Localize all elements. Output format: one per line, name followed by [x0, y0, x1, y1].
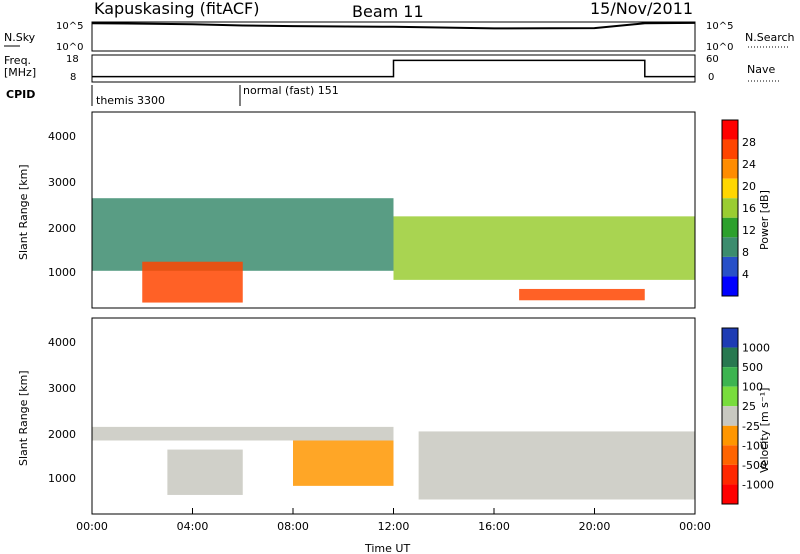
colorbar-swatch — [722, 120, 738, 140]
heatmap-band — [142, 261, 243, 303]
x-tick-label: 20:00 — [579, 520, 611, 533]
heatmap-band — [393, 216, 695, 280]
velocity-ylabel: Slant Range [km] — [17, 370, 30, 466]
heatmap-band — [167, 449, 243, 495]
nsky-label: N.Sky — [4, 31, 36, 44]
colorbar-swatch — [722, 445, 738, 465]
colorbar-swatch — [722, 464, 738, 485]
colorbar-swatch — [722, 406, 738, 426]
colorbar-tick: 500 — [742, 361, 763, 374]
x-axis-label: Time UT — [364, 542, 410, 554]
nsky-line — [91, 21, 696, 30]
colorbar-swatch — [722, 386, 738, 407]
freq-series — [92, 59, 695, 78]
velocity-colorbar: 1000 500 100 25 -25 -100 -500 -1000 — [721, 327, 774, 505]
velocity-ytick-1000: 1000 — [48, 472, 76, 485]
date-title: 15/Nov/2011 — [590, 0, 693, 18]
heatmap-band — [519, 288, 645, 301]
colorbar-swatch — [722, 217, 738, 238]
colorbar-tick: 4 — [742, 268, 749, 281]
colorbar-swatch — [722, 276, 738, 296]
colorbar-tick: -100 — [742, 439, 767, 452]
power-colorbar-label: Power [dB] — [758, 190, 771, 250]
velocity-ytick-3000: 3000 — [48, 382, 76, 395]
colorbar-tick: 20 — [742, 180, 756, 193]
colorbar-frame — [721, 119, 739, 297]
colorbar-swatch — [722, 425, 738, 446]
nsky-strip-frame — [91, 21, 696, 52]
freq-label: Freq. — [4, 54, 31, 67]
colorbar-tick: -1000 — [742, 478, 774, 491]
colorbar-swatch — [722, 484, 738, 504]
beam-title: Beam 11 — [352, 2, 424, 21]
colorbar-swatch — [722, 328, 738, 348]
colorbar-tick: 28 — [742, 136, 756, 149]
cpid-mode-2: normal (fast) 151 — [243, 84, 339, 97]
freq-strip-frame — [91, 54, 696, 83]
colorbar-swatch — [722, 198, 738, 218]
colorbar-tick: -500 — [742, 459, 767, 472]
cpid-label: CPID — [6, 88, 35, 101]
colorbar-swatch — [722, 347, 738, 368]
x-axis-ticks: 00:00 04:00 08:00 12:00 16:00 20:00 00:00 — [76, 508, 711, 533]
velocity-ytick-2000: 2000 — [48, 428, 76, 441]
nave-tick-bottom: 0 — [708, 72, 714, 83]
velocity-data — [92, 426, 695, 500]
colorbar-swatch — [722, 139, 738, 160]
colorbar-tick: -25 — [742, 420, 760, 433]
velocity-colorbar-label: Velocity [m s⁻¹] — [758, 388, 771, 473]
colorbar-tick: 12 — [742, 224, 756, 237]
freq-unit-label: [MHz] — [4, 66, 36, 79]
freq-tick-top: 18 — [66, 54, 79, 65]
colorbar-tick: 25 — [742, 400, 756, 413]
colorbar-tick: 100 — [742, 381, 763, 394]
x-tick-label: 08:00 — [277, 520, 309, 533]
colorbar-swatch — [722, 237, 738, 257]
x-tick-label: 12:00 — [378, 520, 410, 533]
colorbar-swatch — [722, 256, 738, 277]
power-colorbar: 28 24 20 16 12 8 4 — [721, 119, 756, 297]
colorbar-swatch — [722, 159, 738, 179]
colorbar-tick: 1000 — [742, 342, 770, 355]
power-ytick-4000: 4000 — [48, 130, 76, 143]
power-data — [92, 198, 695, 303]
nsearch-tick-bottom: 10^0 — [706, 42, 733, 53]
colorbar-swatch — [722, 178, 738, 199]
colorbar-frame — [721, 327, 739, 505]
freq-tick-bottom: 8 — [70, 72, 76, 83]
station-title: Kapuskasing (fitACF) — [94, 0, 259, 18]
power-ylabel: Slant Range [km] — [17, 164, 30, 260]
x-tick-label: 16:00 — [478, 520, 510, 533]
nsearch-tick-top: 10^5 — [706, 21, 733, 32]
nsky-tick-top: 10^5 — [56, 21, 83, 32]
power-ytick-3000: 3000 — [48, 176, 76, 189]
colorbar-tick: 16 — [742, 202, 756, 215]
cpid-mode-1: themis 3300 — [96, 94, 165, 107]
x-tick-label: 00:00 — [76, 520, 108, 533]
nave-label: Nave — [747, 63, 775, 76]
heatmap-band — [293, 440, 394, 486]
nsky-series — [91, 21, 696, 30]
power-ytick-2000: 2000 — [48, 222, 76, 235]
heatmap-band — [92, 426, 394, 441]
nave-tick-top: 60 — [706, 54, 719, 65]
freq-line — [92, 59, 695, 78]
nsearch-label: N.Search — [745, 31, 795, 44]
x-tick-label: 00:00 — [679, 520, 711, 533]
nsky-tick-bottom: 10^0 — [56, 42, 83, 53]
heatmap-band — [418, 431, 695, 500]
colorbar-swatch — [722, 367, 738, 387]
colorbar-tick: 24 — [742, 158, 756, 171]
x-tick-label: 04:00 — [177, 520, 209, 533]
power-ytick-1000: 1000 — [48, 266, 76, 279]
power-panel-frame — [91, 111, 696, 309]
velocity-ytick-4000: 4000 — [48, 336, 76, 349]
colorbar-tick: 8 — [742, 246, 749, 259]
heatmap-band — [92, 198, 394, 271]
